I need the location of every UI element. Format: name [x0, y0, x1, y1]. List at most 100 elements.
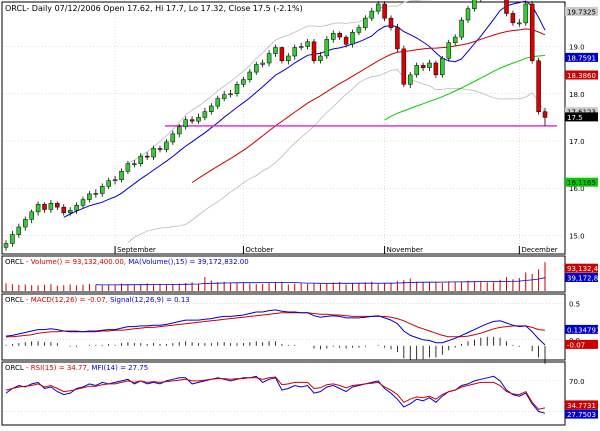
candle-body: [196, 117, 201, 122]
price-x-axis: September October November December: [114, 246, 558, 254]
candle-body: [292, 47, 298, 57]
candle-body: [465, 8, 471, 21]
candle-body: [452, 36, 458, 44]
candle-body: [228, 93, 233, 96]
volume-bars: [5, 262, 546, 291]
candle-body: [183, 119, 188, 128]
candle-body: [221, 94, 227, 99]
macd-y-tick-label: 0.5: [569, 300, 580, 308]
rsi-title-symbol: ORCL: [5, 364, 24, 372]
candle-body: [74, 204, 79, 211]
volume-value-label: 93,132,400: [567, 265, 600, 273]
price-y-tick-label: 17.0: [569, 138, 585, 146]
candle-body: [55, 203, 60, 208]
candle-body: [125, 163, 131, 172]
macd-title-symbol: ORCL: [5, 296, 24, 304]
rsi-value-label-bg: [565, 400, 598, 410]
volume-ma-value-label-bg: [565, 273, 598, 282]
band-upper-line: [127, 0, 432, 164]
candle-body: [80, 199, 86, 206]
rsi-y-tick-label: 70.0: [569, 378, 585, 386]
price-y-axis: 19.0 18.0 17.0 16.0 15.0: [569, 44, 585, 241]
candle-body: [375, 3, 381, 12]
candle-body: [279, 47, 285, 61]
rsi-line: [5, 376, 546, 410]
candle-body: [427, 62, 432, 68]
macd-value-label-bg: [565, 339, 598, 349]
price-y-tick-label: 16.0: [569, 185, 585, 193]
candle-body: [202, 111, 208, 118]
candle-body: [311, 41, 317, 61]
macd-line: [5, 309, 546, 346]
candle-body: [420, 65, 426, 69]
candle-body: [170, 133, 176, 143]
macd-title-text: - MACD(12,26) = -0.07,: [24, 296, 110, 304]
candle-body: [504, 0, 509, 14]
candle-body: [132, 163, 137, 165]
candle-body: [324, 39, 330, 57]
price-y-tick-label: 19.0: [569, 44, 585, 52]
candle-body: [215, 98, 221, 107]
rsi-title: ORCL - RSI(15) = 34.77, MFI(14) = 27.75: [5, 364, 148, 372]
price-y-tick-label: 15.0: [569, 232, 585, 240]
candle-body: [382, 3, 387, 19]
price-value-label: 18.3860: [567, 72, 596, 80]
candle-body: [440, 58, 445, 76]
candle-body: [16, 226, 22, 235]
price-value-label-bg: [565, 112, 598, 122]
mfi-value-label-bg: [565, 409, 598, 419]
macd-title-signal: Signal(12,26,9) = 0.13: [110, 296, 190, 304]
header-symbol: ORCL: [5, 4, 27, 13]
candle-body: [260, 62, 265, 65]
candle-body: [42, 204, 47, 210]
rsi-value-label: 34.7731: [567, 402, 596, 410]
price-value-label-bg: [565, 52, 598, 62]
candle-body: [331, 33, 336, 40]
ma-slow-line: [384, 55, 546, 121]
volume-title-text: - Volume() = 93,132,400.00,: [24, 258, 128, 266]
candle-body: [151, 148, 156, 158]
candle-body: [356, 27, 362, 33]
candle-body: [119, 170, 124, 180]
candle-body: [318, 55, 323, 61]
price-x-tick-label: December: [521, 246, 557, 254]
candle-body: [144, 155, 150, 158]
price-value-label-bg: [565, 6, 598, 16]
price-value-label-bg: [565, 107, 598, 117]
macd-value-label-bg: [565, 324, 598, 334]
candle-body: [157, 148, 163, 150]
macd-value-label: 0.134791: [567, 326, 600, 334]
rsi-title-mfi: MFI(14) = 27.75: [91, 364, 148, 372]
candle-body: [247, 71, 253, 80]
candle-body: [388, 17, 394, 28]
candle-body: [298, 46, 304, 48]
candle-body: [446, 42, 452, 59]
candle-body: [209, 105, 214, 112]
macd-title: ORCL - MACD(12,26) = -0.07, Signal(12,26…: [5, 296, 190, 304]
rsi-lines: [5, 375, 546, 414]
price-x-tick-label: November: [387, 246, 424, 254]
candle-body: [542, 111, 548, 118]
candle-body: [23, 219, 28, 228]
candle-body: [401, 48, 407, 85]
candle-body: [100, 186, 105, 194]
price-value-label: 16.1165: [567, 179, 596, 187]
price-value-label: 19.7325: [567, 8, 596, 16]
volume-value-label-bg: [565, 263, 598, 273]
volume-value-labels: 93,132,400 39,172,832: [565, 263, 600, 283]
macd-value-labels: 0.134791 -0.07: [565, 324, 600, 349]
candle-body: [3, 243, 9, 248]
bollinger-bands: [127, 0, 546, 243]
candle-body: [529, 3, 535, 61]
volume-title-symbol: ORCL: [5, 258, 24, 266]
candle-body: [67, 210, 73, 214]
candle-body: [343, 36, 349, 45]
macd-value-label: -0.07: [567, 341, 585, 349]
band-lower-line: [127, 69, 546, 243]
candle-body: [369, 10, 375, 19]
candle-body: [337, 33, 342, 38]
volume-ma-value-label: 39,172,832: [567, 275, 600, 283]
candle-body: [472, 0, 477, 9]
